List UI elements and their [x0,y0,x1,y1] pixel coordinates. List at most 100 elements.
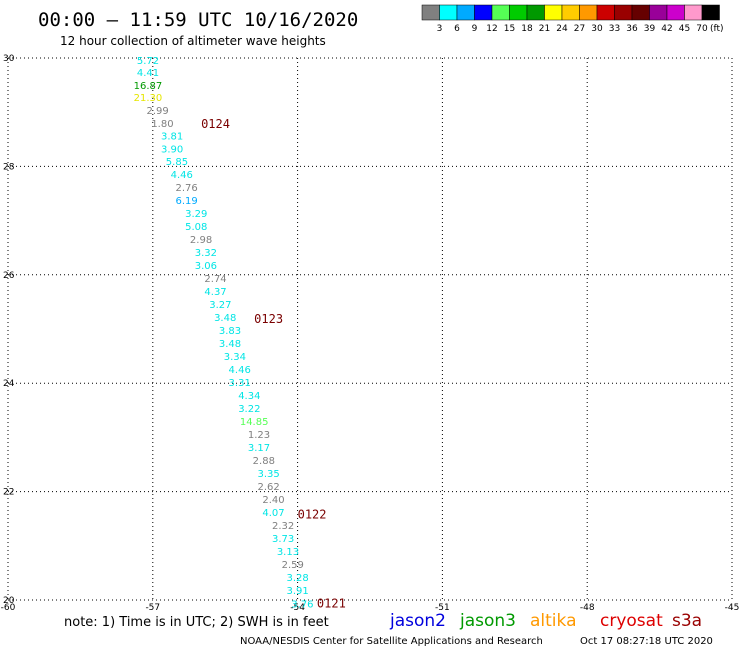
swh-value-label: 2.32 [272,521,294,532]
swh-value-label: 3.48 [219,339,241,350]
swh-value-label: 3.28 [286,573,308,584]
swh-value-label: 3.32 [195,248,217,259]
swh-value-label: 4.46 [171,170,193,181]
swh-value-label: 2.40 [262,495,284,506]
y-tick-label: 26 [3,271,15,281]
color-scale-tick: 18 [521,24,533,34]
grid-lines [7,57,733,601]
x-tick-label: -60 [1,603,16,613]
swh-value-label: 3.90 [161,145,183,156]
swh-value-label: 4.41 [137,68,159,79]
color-scale-tick: 24 [556,24,568,34]
color-scale-tick: 9 [472,24,478,34]
swh-value-label: 3.91 [286,586,308,597]
pass-number-label: 0123 [254,312,283,326]
swh-value-label: 3.06 [195,261,217,272]
plot-area: -60 -57 -54 -51 -48 -45 20 22 24 26 28 30 5.724.41… [1,54,740,613]
color-swatch [526,4,545,21]
color-swatch [666,4,685,21]
color-scale-tick: 45 [679,24,690,34]
color-swatch [649,4,668,21]
color-scale-tick: 21 [539,24,550,34]
x-tick-label: -57 [145,603,160,613]
color-scale-tick: 27 [574,24,585,34]
y-tick-label: 20 [3,596,15,606]
swh-value-label: 5.72 [137,56,159,67]
swh-value-label: 3.27 [209,300,231,311]
swh-value-label: 16.87 [134,81,163,92]
swh-value-label: 2.76 [175,183,197,194]
swh-value-label: 3.22 [238,404,260,415]
swh-value-label: 4.34 [238,391,260,402]
swh-value-label: 3.73 [272,534,294,545]
chart-title: 00:00 – 11:59 UTC 10/16/2020 [38,9,358,31]
swh-value-label: 3.34 [224,352,246,363]
x-axis-ticks: -60 -57 -54 -51 -48 -45 [1,603,740,613]
swh-value-label: 3.29 [185,209,207,220]
color-scale-tick: 33 [609,24,620,34]
swh-value-label: 2.62 [258,482,280,493]
color-scale-tick: 3 [437,24,443,34]
y-tick-label: 30 [3,54,15,64]
pass-number-label: 0124 [201,117,230,131]
color-swatch [456,4,475,21]
satellite-legend: jason2 jason3 altika cryosat s3a [389,611,702,631]
color-scale-unit: (ft) [710,24,724,34]
satellite-label: cryosat [600,611,663,631]
swh-value-label: 3.81 [161,132,183,143]
x-tick-label: -48 [580,603,595,613]
color-scale-tick: 39 [644,24,656,34]
color-swatch [579,4,598,21]
pass-number-label: 0122 [298,507,327,521]
color-scale-legend: 3 6 9 12 15 18 21 24 27 30 33 36 39 42 45 70 [421,4,720,34]
swh-value-label: 2.98 [190,235,212,246]
swh-value-label: 2.99 [146,106,168,117]
swh-value-label: 1.23 [248,430,270,441]
color-swatch [614,4,633,21]
color-scale-tick: 36 [626,24,638,34]
y-tick-label: 28 [3,162,15,172]
color-swatch [701,4,720,21]
swh-value-label: 3.48 [214,313,236,324]
swh-value-label: 3.13 [277,547,299,558]
pass-number-label: 0121 [317,596,346,610]
swh-value-label: 3.31 [229,378,251,389]
color-scale-tick: 30 [591,24,603,34]
generated-timestamp: Oct 17 08:27:18 UTC 2020 [580,636,713,647]
plot-frame [8,58,732,600]
y-tick-label: 22 [3,488,14,498]
swh-value-label: 6.19 [175,196,197,207]
color-scale-tick: 42 [661,24,672,34]
chart-subtitle: 12 hour collection of altimeter wave hei… [60,34,326,48]
satellite-label: s3a [672,611,702,631]
swh-value-label: 2.59 [282,560,304,571]
color-swatch [509,4,528,21]
color-swatch [544,4,563,21]
pass-labels: 0124 0123 0122 0121 [201,117,346,610]
x-tick-label: -45 [725,603,740,613]
color-swatch [491,4,510,21]
y-axis-ticks: 20 22 24 26 28 30 [3,54,15,606]
x-tick-label: -54 [290,603,305,613]
color-scale-tick: 6 [454,24,460,34]
color-swatch [684,4,703,21]
swh-value-label: 21.30 [134,93,163,104]
color-swatch [421,4,440,21]
y-tick-label: 24 [3,379,15,389]
swh-value-label: 3.17 [248,443,270,454]
swh-value-label: 5.85 [166,157,188,168]
footer-note: note: 1) Time is in UTC; 2) SWH is in fe… [64,615,329,630]
satellite-label: jason3 [459,611,516,631]
swh-value-label: 4.07 [262,508,284,519]
x-tick-label: -51 [435,603,450,613]
swh-value-label: 3.76 [291,599,313,610]
swh-value-label: 4.37 [204,287,226,298]
color-swatch [596,4,615,21]
swh-value-label: 4.46 [229,365,251,376]
color-swatch [439,4,458,21]
color-scale-tick: 12 [486,24,497,34]
swh-value-label: 1.80 [151,119,173,130]
swh-value-label: 2.74 [204,274,226,285]
